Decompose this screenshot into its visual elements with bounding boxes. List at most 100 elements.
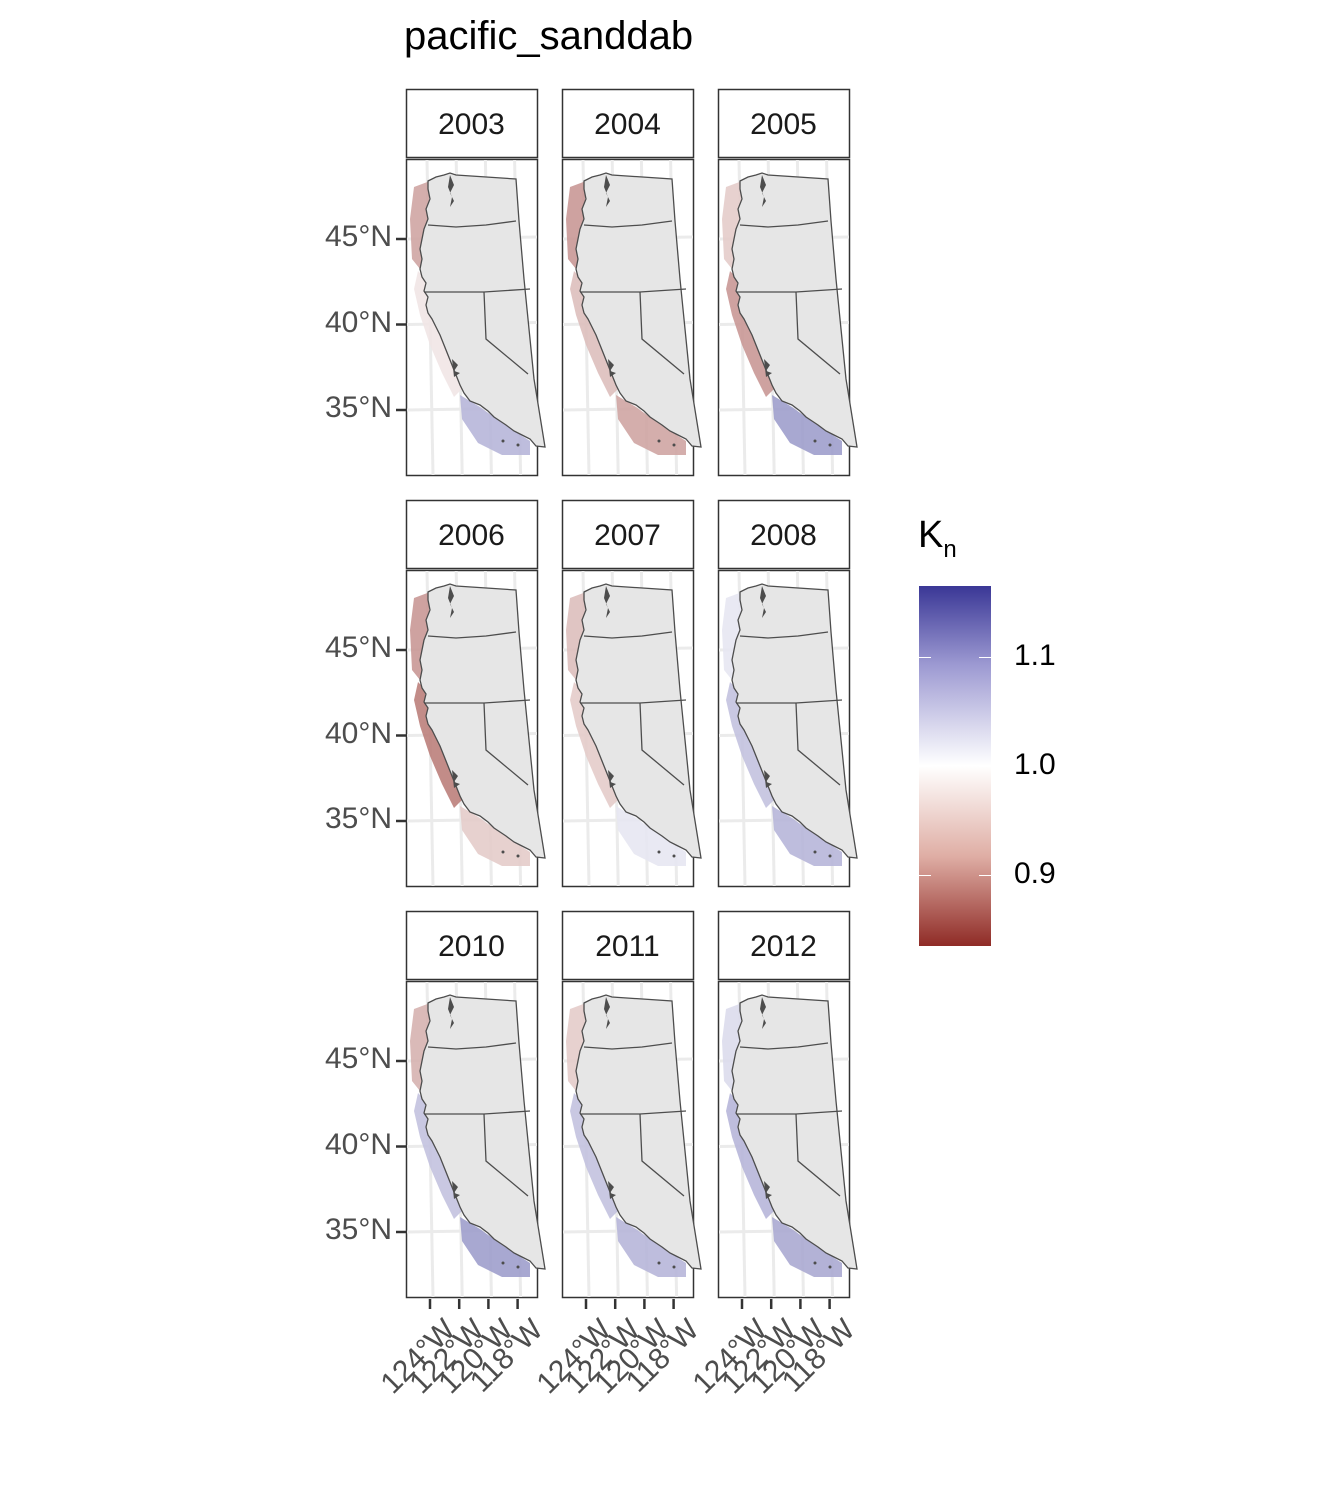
island: [516, 1265, 520, 1269]
state-border: [639, 702, 685, 786]
island: [516, 443, 520, 447]
map-panel: [717, 569, 858, 888]
puget-sound: [448, 175, 454, 207]
island: [813, 850, 817, 854]
island: [828, 443, 832, 447]
puget-sound: [604, 997, 610, 1029]
facet-2008: 2008: [717, 499, 858, 888]
legend-tick-label: 1.1: [1014, 638, 1056, 672]
lat-tick-label: 35°N: [324, 802, 392, 835]
lat-tick-label: 40°N: [324, 305, 392, 339]
facet-strip: [717, 910, 851, 981]
lat-tick-label: 40°N: [324, 1127, 392, 1161]
island: [813, 1261, 817, 1265]
state-border: [427, 631, 517, 639]
facet-2006: 2006: [405, 499, 546, 888]
map-panel: [561, 569, 702, 888]
legend-tick-mark: [979, 656, 991, 658]
map-panel: [561, 158, 702, 477]
kn-shade-south: [616, 806, 686, 866]
facet-strip: [561, 910, 695, 981]
facet-strip: [405, 499, 539, 570]
island: [516, 854, 520, 858]
legend-tick-mark: [979, 875, 991, 877]
puget-sound: [448, 997, 454, 1029]
facet-2005: 2005: [717, 88, 858, 477]
state-border: [639, 1113, 685, 1197]
kn-shade-south: [460, 806, 530, 866]
facet-strip-label: 2006: [438, 519, 505, 552]
facet-strip: [561, 88, 695, 159]
island: [501, 439, 505, 443]
facet-2003: 2003: [405, 88, 546, 477]
state-border: [427, 1042, 517, 1050]
facet-strip-label: 2005: [750, 108, 817, 141]
facet-strip-label: 2007: [594, 519, 661, 552]
sf-bay: [608, 770, 616, 788]
kn-shade-south: [460, 1217, 530, 1277]
legend-tick-mark: [919, 656, 931, 658]
sf-bay: [452, 359, 460, 377]
state-border: [427, 220, 517, 228]
puget-sound: [760, 175, 766, 207]
lat-tick-label: 45°N: [324, 631, 392, 664]
legend-title: Kn: [918, 514, 957, 564]
facet-2004: 2004: [561, 88, 702, 477]
sf-bay: [608, 1181, 616, 1199]
island: [501, 850, 505, 854]
legend-tick-mark: [979, 766, 991, 767]
state-border: [483, 1113, 529, 1197]
kn-shade-south: [772, 806, 842, 866]
puget-sound: [760, 586, 766, 618]
puget-sound: [604, 586, 610, 618]
island: [672, 1265, 676, 1269]
sf-bay: [452, 770, 460, 788]
kn-shade-south: [460, 395, 530, 455]
island: [828, 1265, 832, 1269]
island: [813, 439, 817, 443]
state-border: [483, 702, 529, 786]
island: [828, 854, 832, 858]
state-border: [739, 1042, 829, 1050]
map-panel: [405, 980, 546, 1299]
facet-strip: [717, 499, 851, 570]
map-panel: [405, 569, 546, 888]
sf-bay: [764, 1181, 772, 1199]
state-border: [583, 220, 673, 228]
facet-strip: [561, 499, 695, 570]
sf-bay: [764, 770, 772, 788]
lat-tick-label: 40°N: [324, 716, 392, 750]
puget-sound: [448, 586, 454, 618]
lat-tick-label: 45°N: [324, 1042, 392, 1075]
facet-2007: 2007: [561, 499, 702, 888]
kn-shade-south: [772, 1217, 842, 1277]
island: [657, 1261, 661, 1265]
sf-bay: [608, 359, 616, 377]
facet-2012: 2012: [717, 910, 858, 1299]
facet-strip: [405, 910, 539, 981]
lat-tick-label: 35°N: [324, 391, 392, 424]
state-border: [795, 291, 841, 375]
facet-2011: 2011: [561, 910, 702, 1299]
state-border: [583, 631, 673, 639]
state-border: [795, 1113, 841, 1197]
legend-tick-mark: [919, 766, 931, 767]
state-border: [739, 220, 829, 228]
facet-strip-label: 2003: [438, 108, 505, 141]
puget-sound: [760, 997, 766, 1029]
island: [501, 1261, 505, 1265]
map-panel: [561, 980, 702, 1299]
state-border: [739, 631, 829, 639]
facet-strip-label: 2010: [438, 930, 505, 963]
sf-bay: [764, 359, 772, 377]
facet-strip-label: 2012: [750, 930, 817, 963]
island: [672, 443, 676, 447]
map-panel: [717, 980, 858, 1299]
kn-shade-south: [772, 395, 842, 455]
kn-shade-south: [616, 395, 686, 455]
state-border: [583, 1042, 673, 1050]
facet-2010: 2010: [405, 910, 546, 1299]
state-border: [639, 291, 685, 375]
